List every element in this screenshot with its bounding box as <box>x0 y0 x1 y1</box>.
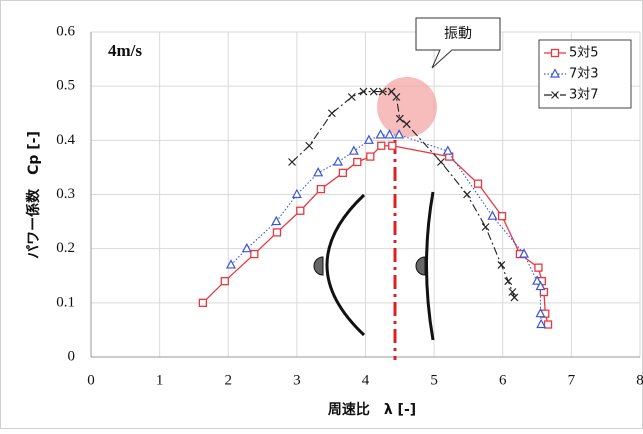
point <box>545 321 552 328</box>
chart: 振動 4m/s 周速比 λ [-] パワー係数 Cp [-] 0 0.1 0.2 0.… <box>0 0 643 429</box>
x-tick-label: 0 <box>87 372 95 388</box>
point <box>499 213 506 220</box>
x-tick-label: 3 <box>293 372 301 388</box>
point <box>354 159 361 166</box>
point <box>199 299 206 306</box>
legend-label: 3対7 <box>569 88 599 103</box>
x-tick-label: 8 <box>636 372 643 388</box>
point <box>317 186 324 193</box>
y-tick-label: 0.4 <box>56 132 75 148</box>
y-tick-label: 0.6 <box>56 23 75 39</box>
x-tick-label: 7 <box>568 372 576 388</box>
annotation: 4m/s <box>108 41 142 60</box>
x-tick-label: 2 <box>225 372 233 388</box>
callout-text: 振動 <box>444 26 472 42</box>
legend-marker <box>552 50 559 57</box>
legend-label: 5対5 <box>569 46 599 61</box>
point <box>297 207 304 214</box>
x-tick-label: 5 <box>430 372 438 388</box>
point <box>378 142 385 149</box>
y-tick-label: 0 <box>68 348 76 364</box>
point <box>221 278 228 285</box>
y-tick-label: 0.5 <box>56 78 75 94</box>
point <box>367 153 374 160</box>
x-tick-label: 4 <box>362 372 370 388</box>
legend-label: 7対3 <box>569 67 599 82</box>
point <box>535 264 542 271</box>
y-tick-label: 0.3 <box>56 186 75 202</box>
x-axis-label: 周速比 λ [-] <box>328 401 416 418</box>
vibration-region <box>377 77 437 137</box>
point <box>273 229 280 236</box>
y-axis-label: パワー係数 Cp [-] <box>25 131 42 259</box>
y-tick-label: 0.2 <box>56 240 75 256</box>
legend: 5対5 7対3 3対7 <box>539 40 631 108</box>
x-tick-label: 1 <box>156 372 164 388</box>
y-tick-label: 0.1 <box>56 294 75 310</box>
point <box>339 169 346 176</box>
point <box>389 142 396 149</box>
point <box>475 180 482 187</box>
x-tick-label: 6 <box>499 372 507 388</box>
point <box>251 251 258 258</box>
